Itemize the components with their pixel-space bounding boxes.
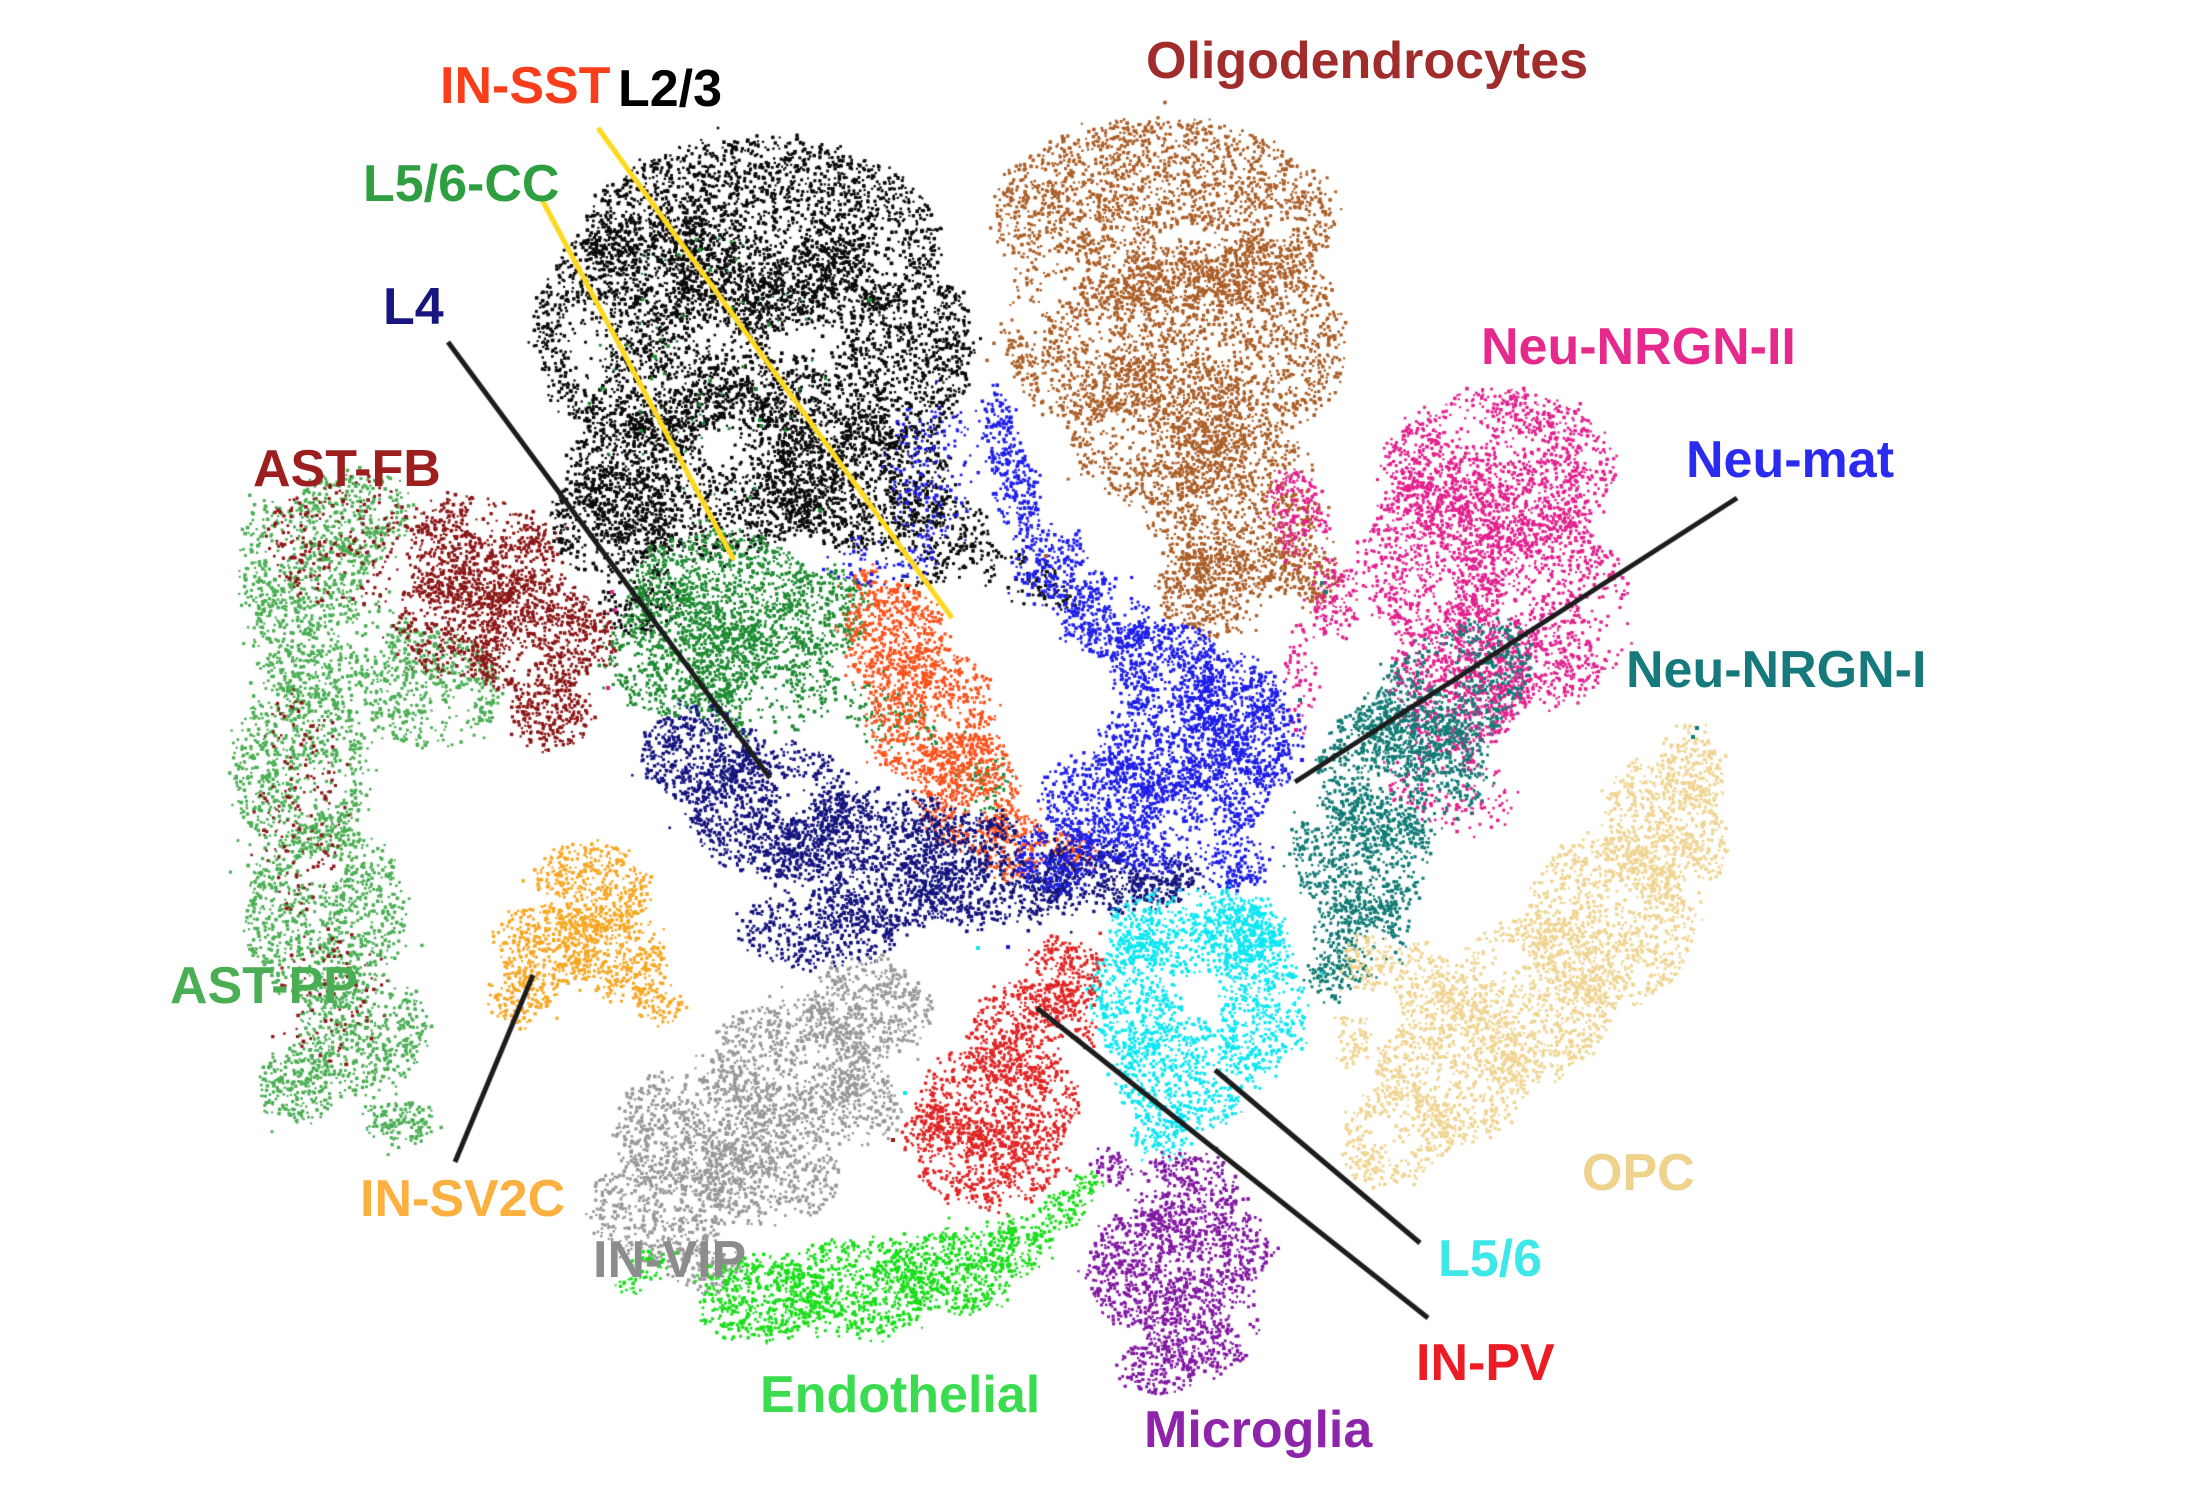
scatter-canvas — [0, 0, 2200, 1486]
tsne-plot: L2/3 Oligodendrocytes Neu-NRGN-II Neu-NRGN-… — [0, 0, 2200, 1486]
